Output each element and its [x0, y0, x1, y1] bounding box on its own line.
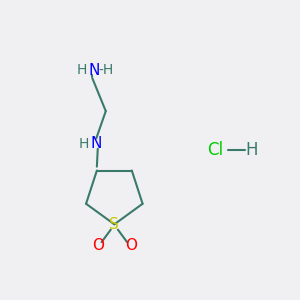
Text: Cl: Cl [207, 141, 224, 159]
Text: N: N [91, 136, 102, 151]
Text: -H: -H [98, 63, 113, 77]
Text: O: O [92, 238, 104, 253]
Text: H: H [79, 137, 89, 151]
Text: H: H [245, 141, 258, 159]
Text: S: S [110, 217, 119, 232]
Text: O: O [125, 238, 137, 253]
Text: N: N [88, 63, 100, 78]
Text: H: H [77, 63, 87, 77]
